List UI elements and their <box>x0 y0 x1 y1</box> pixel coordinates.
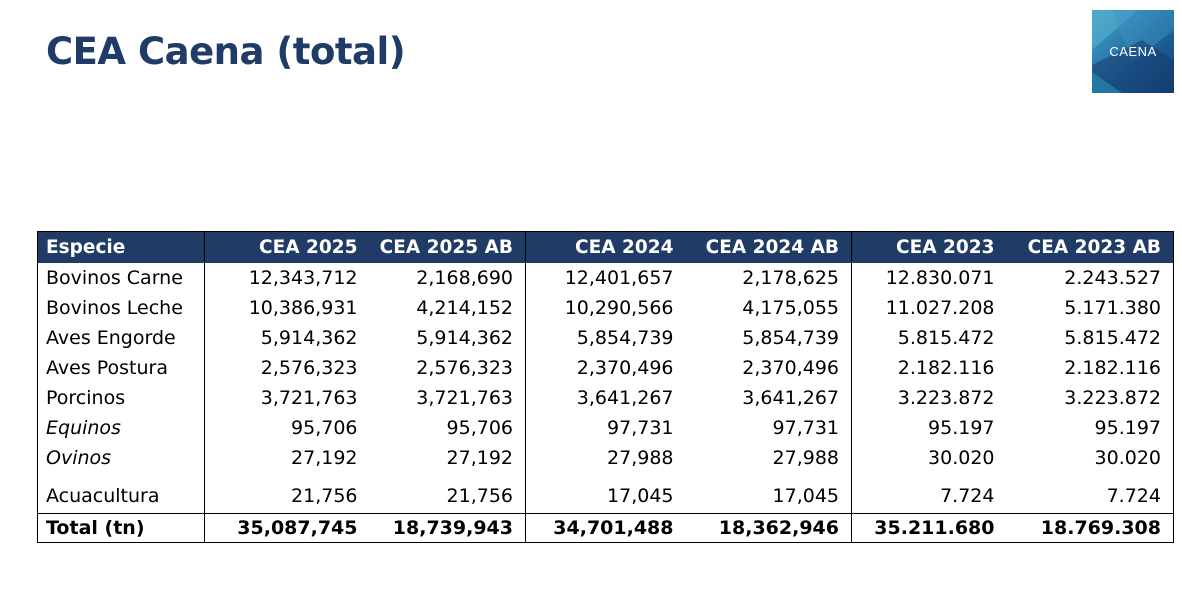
value-cell: 3,721,763 <box>416 387 513 409</box>
total-value-cell: 34,701,488 <box>525 513 686 543</box>
total-row: Total (tn) 35,087,745 18,739,943 34,701,… <box>37 513 1174 543</box>
value-cell: 11.027.208 <box>851 293 1007 323</box>
column-header-cea-2024: CEA 2024 <box>525 231 686 263</box>
value-cell: 27,988 <box>772 447 839 469</box>
total-value-cell: 35.211.680 <box>851 513 1007 543</box>
total-label: Total (tn) <box>37 513 205 543</box>
logo-text: CAENA <box>1109 44 1157 59</box>
value-cell: 21,756 <box>204 473 370 514</box>
value-cell: 7.724 <box>1106 485 1161 507</box>
value-cell: 5.815.472 <box>1064 327 1161 349</box>
especie-cell: Bovinos Leche <box>46 297 183 319</box>
value-cell: 5,854,739 <box>742 327 839 349</box>
value-cell: 7.724 <box>851 473 1007 514</box>
value-cell: 97,731 <box>525 413 686 443</box>
value-cell: 97,731 <box>772 417 839 439</box>
value-cell: 4,214,152 <box>416 297 513 319</box>
value-cell: 5,914,362 <box>204 323 370 353</box>
value-cell: 95.197 <box>851 413 1007 443</box>
table-row: Acuacultura 21,756 21,756 17,045 17,045 … <box>38 473 1174 514</box>
value-cell: 2.182.116 <box>851 353 1007 383</box>
value-cell: 27,192 <box>204 443 370 473</box>
cea-table: Especie CEA 2025 CEA 2025 AB CEA 2024 CE… <box>37 231 1174 543</box>
value-cell: 12,401,657 <box>525 263 686 293</box>
column-header-cea-2023-ab: CEA 2023 AB <box>1006 231 1174 263</box>
value-cell: 2,370,496 <box>742 357 839 379</box>
total-value-cell: 18,362,946 <box>685 513 852 543</box>
value-cell: 3,721,763 <box>204 383 370 413</box>
especie-cell: Aves Engorde <box>46 327 176 349</box>
especie-cell: Acuacultura <box>46 485 160 507</box>
value-cell: 4,175,055 <box>742 297 839 319</box>
value-cell: 17,045 <box>525 473 686 514</box>
column-header-cea-2023: CEA 2023 <box>851 231 1007 263</box>
table-row: Bovinos Carne 12,343,712 2,168,690 12,40… <box>38 263 1174 293</box>
value-cell: 12,343,712 <box>204 263 370 293</box>
table-row: Aves Engorde 5,914,362 5,914,362 5,854,7… <box>38 323 1174 353</box>
caena-logo: CAENA <box>1092 10 1174 93</box>
value-cell: 2.243.527 <box>1064 267 1161 289</box>
total-value-cell: 18,739,943 <box>369 513 526 543</box>
value-cell: 3,641,267 <box>525 383 686 413</box>
table-header-row: Especie CEA 2025 CEA 2025 AB CEA 2024 CE… <box>37 231 1174 263</box>
value-cell: 30.020 <box>1094 447 1161 469</box>
value-cell: 27,988 <box>525 443 686 473</box>
value-cell: 2,178,625 <box>742 267 839 289</box>
table-row: Aves Postura 2,576,323 2,576,323 2,370,4… <box>38 353 1174 383</box>
especie-cell: Ovinos <box>46 447 112 469</box>
value-cell: 12.830.071 <box>851 263 1007 293</box>
table-row: Porcinos 3,721,763 3,721,763 3,641,267 3… <box>38 383 1174 413</box>
column-header-cea-2024-ab: CEA 2024 AB <box>685 231 852 263</box>
value-cell: 2,576,323 <box>204 353 370 383</box>
column-header-cea-2025-ab: CEA 2025 AB <box>369 231 526 263</box>
table-row: Equinos 95,706 95,706 97,731 97,731 95.1… <box>38 413 1174 443</box>
total-value-cell: 18.769.308 <box>1006 513 1174 543</box>
table-row: Bovinos Leche 10,386,931 4,214,152 10,29… <box>38 293 1174 323</box>
value-cell: 2.182.116 <box>1064 357 1161 379</box>
value-cell: 21,756 <box>446 485 513 507</box>
especie-cell: Porcinos <box>46 387 126 409</box>
value-cell: 2,168,690 <box>416 267 513 289</box>
value-cell: 95,706 <box>446 417 513 439</box>
logo-background-icon <box>1092 10 1174 93</box>
value-cell: 2,370,496 <box>525 353 686 383</box>
value-cell: 95.197 <box>1094 417 1161 439</box>
value-cell: 3,641,267 <box>742 387 839 409</box>
page-title: CEA Caena (total) <box>46 30 406 73</box>
value-cell: 30.020 <box>851 443 1007 473</box>
especie-cell: Aves Postura <box>46 357 169 379</box>
table-row: Ovinos 27,192 27,192 27,988 27,988 30.02… <box>38 443 1174 473</box>
especie-cell: Equinos <box>46 417 121 439</box>
value-cell: 5,854,739 <box>525 323 686 353</box>
value-cell: 5,914,362 <box>416 327 513 349</box>
value-cell: 27,192 <box>446 447 513 469</box>
especie-cell: Bovinos Carne <box>46 267 183 289</box>
value-cell: 2,576,323 <box>416 357 513 379</box>
value-cell: 3.223.872 <box>851 383 1007 413</box>
total-value-cell: 35,087,745 <box>204 513 370 543</box>
column-header-cea-2025: CEA 2025 <box>204 231 370 263</box>
value-cell: 3.223.872 <box>1064 387 1161 409</box>
value-cell: 17,045 <box>772 485 839 507</box>
value-cell: 5.815.472 <box>851 323 1007 353</box>
value-cell: 95,706 <box>204 413 370 443</box>
value-cell: 5.171.380 <box>1064 297 1161 319</box>
value-cell: 10,386,931 <box>204 293 370 323</box>
column-header-especie: Especie <box>37 231 205 263</box>
value-cell: 10,290,566 <box>525 293 686 323</box>
